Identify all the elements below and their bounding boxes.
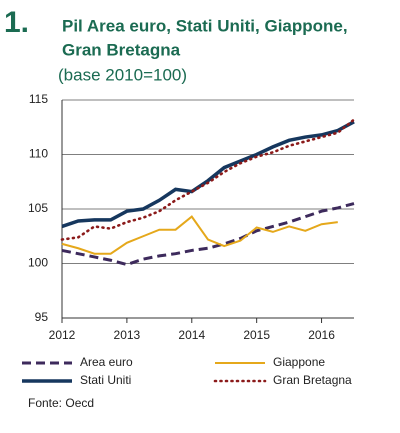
y-tick-label: 95 xyxy=(35,310,49,324)
legend-label: Giappone xyxy=(273,355,325,369)
series-line xyxy=(61,120,355,229)
chart-number: 1. xyxy=(4,6,29,39)
y-tick-label: 105 xyxy=(28,201,48,215)
legend-label: Area euro xyxy=(80,355,133,369)
x-tick-label: 2014 xyxy=(178,328,205,342)
y-tick-label: 115 xyxy=(29,92,48,106)
y-tick-label: 110 xyxy=(29,147,48,161)
x-tick-label: 2016 xyxy=(308,328,335,342)
series-line xyxy=(61,202,355,267)
x-tick-label: 2013 xyxy=(114,328,141,342)
series-line xyxy=(60,118,356,241)
chart-title: Gran Bretagna xyxy=(62,40,181,59)
legend-label: Gran Bretagna xyxy=(273,373,352,387)
chart-subtitle: (base 2010=100) xyxy=(58,65,187,84)
chart-title: Pil Area euro, Stati Uniti, Giappone, xyxy=(62,16,348,35)
source: Fonte: Oecd xyxy=(28,396,94,410)
x-tick-label: 2015 xyxy=(243,328,270,342)
y-tick-label: 100 xyxy=(28,256,48,270)
series-line xyxy=(61,215,338,255)
legend-label: Stati Uniti xyxy=(80,373,131,387)
x-tick-label: 2012 xyxy=(49,328,76,342)
